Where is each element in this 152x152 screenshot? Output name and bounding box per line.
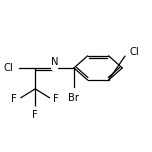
Circle shape	[50, 97, 54, 101]
Circle shape	[52, 65, 57, 71]
Text: F: F	[53, 94, 59, 104]
Circle shape	[16, 97, 20, 101]
Circle shape	[10, 64, 18, 72]
Text: F: F	[11, 94, 17, 104]
Text: Cl: Cl	[129, 47, 139, 57]
Text: N: N	[51, 57, 58, 67]
Text: Br: Br	[68, 93, 79, 103]
Circle shape	[33, 107, 37, 111]
Circle shape	[124, 48, 132, 56]
Text: F: F	[32, 110, 38, 120]
Text: Cl: Cl	[3, 63, 13, 73]
Circle shape	[70, 89, 77, 96]
